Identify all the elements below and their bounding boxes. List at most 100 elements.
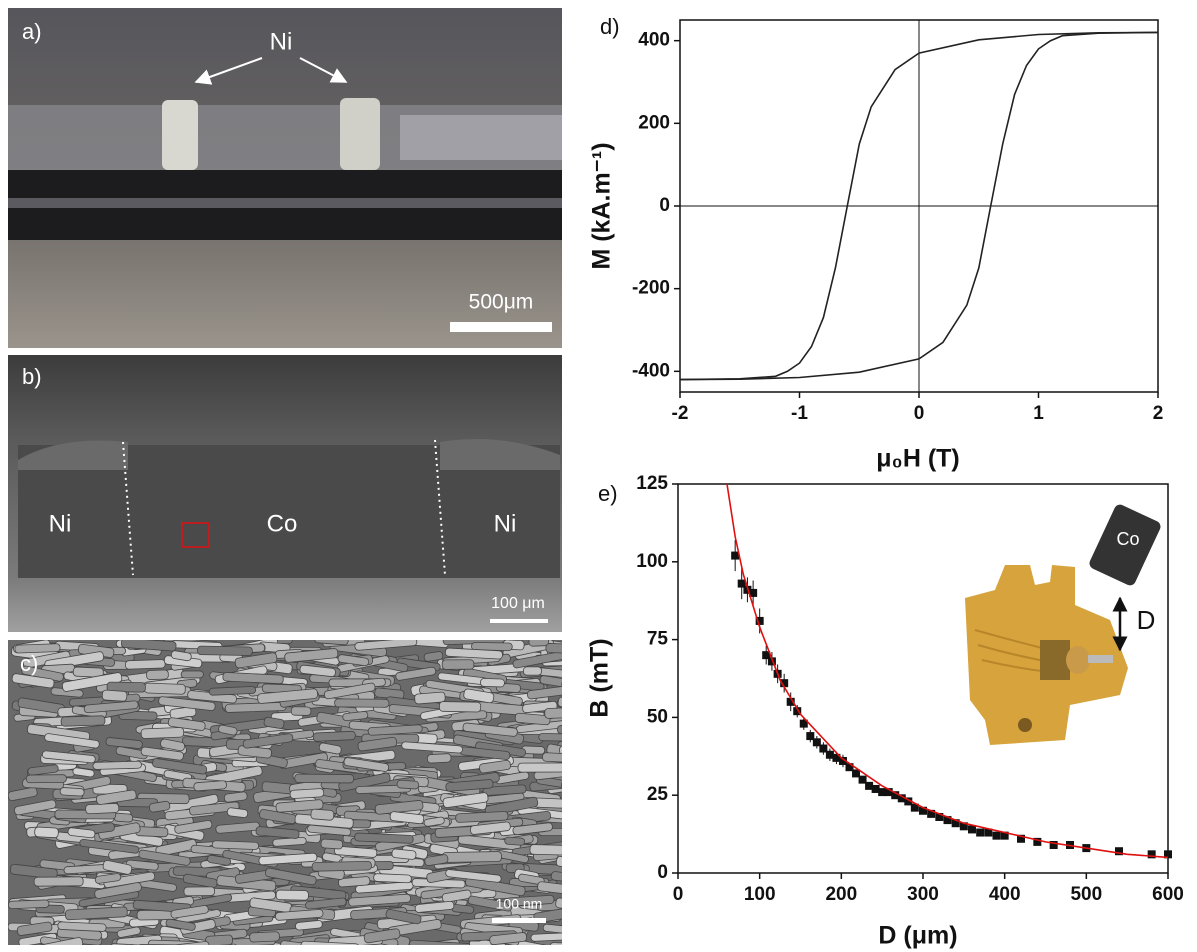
y-axis-label: B (mT) [586, 638, 614, 717]
data-point [858, 775, 867, 784]
nanorod [310, 808, 335, 821]
nanorod [165, 918, 196, 931]
nanorod [530, 932, 562, 942]
nanorod [312, 947, 365, 952]
nanorod [484, 796, 539, 816]
annotation: D [1137, 605, 1156, 635]
y-tick-label: 100 [636, 551, 668, 572]
nanorod [14, 643, 61, 654]
nanorod [116, 926, 141, 938]
data-point [749, 588, 758, 597]
nanorod [67, 827, 96, 839]
probe [1088, 655, 1113, 663]
nanorod [305, 897, 347, 910]
nanorod [85, 803, 120, 815]
x-tick-label: -2 [672, 403, 689, 424]
nanorod [290, 885, 347, 901]
y-tick-label: 0 [657, 862, 668, 883]
nanorod [189, 801, 240, 816]
nanorod [441, 851, 502, 863]
y-tick-label: 200 [638, 112, 670, 133]
arrow [194, 57, 263, 85]
nanorod [556, 714, 562, 735]
nanorod [441, 659, 475, 670]
nanorod [544, 706, 562, 719]
data-point [904, 797, 913, 806]
nanorod [430, 946, 472, 952]
nanorod [542, 752, 562, 764]
nanorod [467, 895, 513, 912]
boundary [122, 441, 134, 576]
nanorod [565, 803, 590, 816]
data-point [935, 812, 944, 821]
nanorod [423, 816, 445, 827]
nanorod [94, 873, 122, 884]
nanorod [512, 651, 562, 669]
nanorod [11, 673, 55, 689]
nanorod [354, 640, 418, 651]
photo-a: Ni a) 500μm [8, 8, 562, 348]
x-tick-label: -1 [791, 403, 808, 424]
nanorod [534, 929, 562, 945]
sparkle-region [400, 115, 562, 160]
nanorod [16, 921, 53, 936]
nanorod [180, 919, 216, 935]
curve [726, 483, 1169, 859]
nanorod [174, 945, 203, 952]
nanorod [338, 876, 371, 888]
nanorod [549, 942, 562, 945]
nanorod [559, 744, 562, 756]
nanorod [414, 900, 455, 913]
data-point [786, 697, 795, 706]
nanorod [385, 909, 422, 925]
nanorod [523, 666, 542, 676]
nanorod [263, 716, 285, 729]
nanorod [561, 777, 562, 790]
nanorod [44, 733, 100, 749]
nanorod [445, 869, 502, 883]
annotation: Co [1116, 529, 1139, 549]
nanorod [125, 859, 159, 871]
nanorod [140, 746, 184, 761]
data-point [1049, 840, 1058, 849]
data-point [1000, 831, 1009, 840]
nanorod [357, 736, 398, 752]
nanorod [395, 666, 437, 681]
arrow [299, 57, 348, 83]
nanorods [8, 640, 590, 952]
nanorod [290, 706, 312, 716]
nanorod [314, 640, 349, 646]
nanorod [463, 688, 495, 704]
data-point [806, 732, 815, 741]
y-tick-label: -200 [632, 278, 670, 299]
nanorod [170, 905, 209, 919]
panel-label: d) [600, 14, 620, 39]
nanorod [489, 932, 527, 945]
data-point [845, 763, 854, 772]
nanorod [504, 836, 526, 846]
x-tick-label: 300 [907, 884, 939, 905]
material-label: Ni [270, 28, 293, 55]
ni-pillar [340, 98, 380, 170]
nanorod [508, 946, 567, 952]
data-point [762, 651, 771, 660]
nanorod [208, 686, 257, 696]
nanorod [167, 717, 206, 731]
curve [679, 31, 1159, 381]
photo-b: Ni Co Ni b) 100 μm [8, 355, 562, 632]
material-label: Ni [494, 510, 517, 537]
data-point [976, 828, 985, 837]
nanorod [545, 643, 562, 656]
nanorod [102, 860, 133, 875]
x-axis-label: μ₀H (T) [876, 445, 959, 473]
nanorod [482, 784, 527, 796]
nanorod [441, 889, 472, 903]
x-tick-label: 100 [744, 884, 776, 905]
x-tick-label: 0 [673, 884, 684, 905]
nanorod [94, 882, 142, 899]
nanorod [205, 934, 233, 945]
nanorod [109, 943, 149, 945]
nanorod [257, 688, 318, 704]
nanorod [445, 779, 494, 792]
nanorod [311, 860, 372, 872]
